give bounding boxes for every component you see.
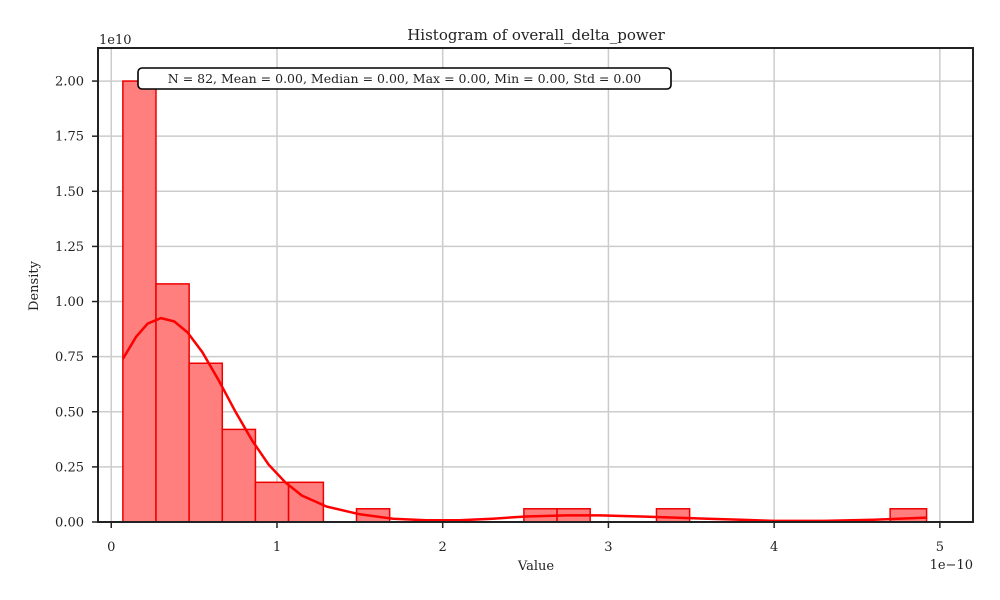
y-tick-label-7: 1.75 [55,130,84,145]
x-scale-offset-label: 1e−10 [930,558,973,573]
y-tick-label-8: 2.00 [55,75,84,90]
chart-title: Histogram of overall_delta_power [407,26,665,44]
x-axis-label: Value [517,559,554,574]
y-axis-label: Density [27,260,42,311]
y-tick-label-6: 1.50 [55,185,84,200]
y-tick-label-4: 1.00 [55,295,84,310]
y-tick-label-1: 0.25 [55,460,84,475]
histogram-bar-1 [155,283,190,523]
histogram-bar-3 [221,428,257,523]
stats-box-border [137,67,672,90]
x-tick-label-2: 2 [439,540,447,555]
x-tick-label-5: 5 [936,540,944,555]
x-tick-label-0: 0 [107,540,115,555]
histogram-bar-4 [254,481,290,523]
y-tick-label-3: 0.75 [55,350,84,365]
kde-curve [121,316,927,523]
y-tick-label-0: 0.00 [55,516,84,531]
x-tick-label-3: 3 [604,540,612,555]
stats-annotation-box: N = 82, Mean = 0.00, Median = 0.00, Max … [137,67,672,90]
y-scale-offset-label: 1e10 [99,33,132,48]
y-tick-label-5: 1.25 [55,240,84,255]
plot-frame [97,47,974,523]
x-tick-label-4: 4 [770,540,778,555]
histogram-bar-2 [188,362,224,523]
x-tick-label-1: 1 [273,540,281,555]
histogram-bar-16 [655,508,691,523]
histogram-bars [122,80,928,523]
y-tick-label-2: 0.50 [55,405,84,420]
grid-lines [98,48,973,523]
histogram-bar-0 [122,80,157,523]
y-axis-ticks: 0.00 0.25 0.50 0.75 1.00 1.25 1.50 1.75 2.00 [55,75,98,531]
stats-text: N = 82, Mean = 0.00, Median = 0.00, Max … [168,71,641,86]
x-axis-ticks: 0 1 2 3 4 5 [107,522,944,555]
